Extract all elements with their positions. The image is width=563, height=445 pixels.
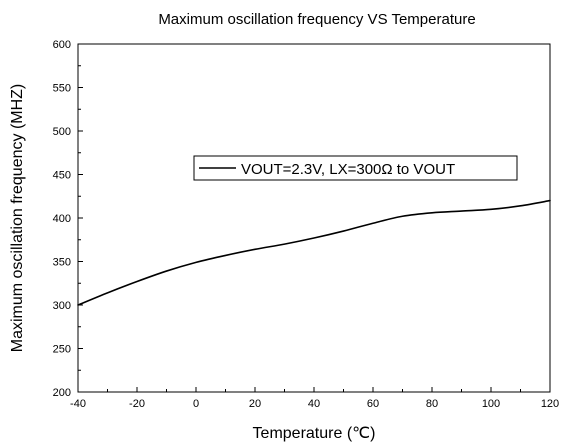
x-tick-label: 120 bbox=[541, 398, 559, 410]
x-tick-label: 20 bbox=[249, 398, 261, 410]
y-tick-label: 400 bbox=[53, 213, 71, 225]
x-tick-label: 0 bbox=[193, 398, 199, 410]
chart-title: Maximum oscillation frequency VS Tempera… bbox=[158, 11, 475, 28]
y-tick-label: 550 bbox=[53, 83, 71, 95]
plot-frame bbox=[77, 43, 551, 393]
y-tick-label: 500 bbox=[53, 126, 71, 138]
x-tick-label: -20 bbox=[129, 398, 145, 410]
x-tick-label: 80 bbox=[426, 398, 438, 410]
legend-label: VOUT=2.3V, LX=300Ω to VOUT bbox=[241, 161, 455, 178]
series-line-vout-2-3v bbox=[77, 199, 551, 306]
x-axis-title: Temperature (℃) bbox=[253, 425, 376, 442]
y-tick-labels: 200 250 300 350 400 450 500 550 600 bbox=[53, 39, 71, 399]
x-tick-labels: -40 -20 0 20 40 60 80 100 120 bbox=[70, 398, 559, 410]
y-tick-label: 600 bbox=[53, 39, 71, 51]
legend: VOUT=2.3V, LX=300Ω to VOUT bbox=[193, 155, 518, 181]
minor-ticks bbox=[78, 65, 521, 392]
y-axis-title: Maximum oscillation frequency (MHZ) bbox=[9, 84, 26, 353]
y-tick-label: 450 bbox=[53, 170, 71, 182]
x-tick-label: 100 bbox=[482, 398, 500, 410]
y-tick-label: 300 bbox=[53, 300, 71, 312]
y-tick-label: 350 bbox=[53, 257, 71, 269]
major-ticks bbox=[77, 43, 551, 393]
x-tick-label: 40 bbox=[308, 398, 320, 410]
legend-box bbox=[193, 155, 518, 181]
x-tick-label: -40 bbox=[70, 398, 86, 410]
y-tick-label: 200 bbox=[53, 387, 71, 399]
y-tick-label: 250 bbox=[53, 344, 71, 356]
x-tick-label: 60 bbox=[367, 398, 379, 410]
